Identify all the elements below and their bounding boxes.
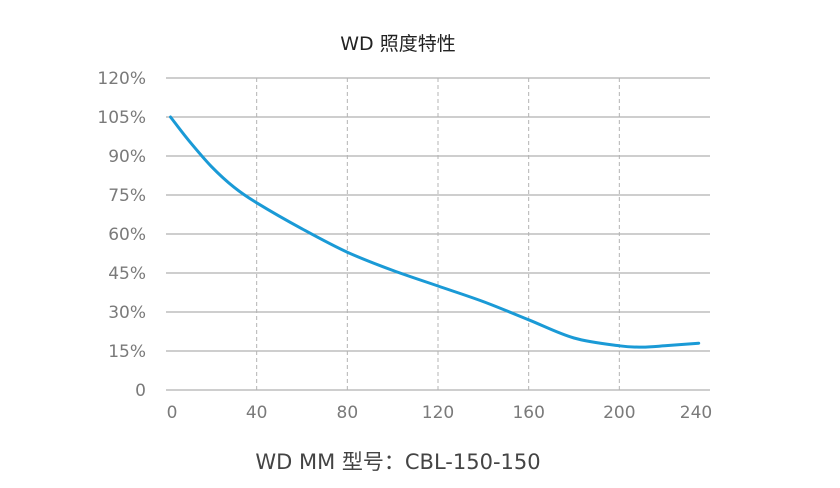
y-tick-label: 120% <box>97 69 146 89</box>
x-tick-label: 0 <box>167 403 178 423</box>
x-axis-label: WD MM 型号：CBL-150-150 <box>255 450 540 474</box>
chart-title: WD 照度特性 <box>340 33 455 55</box>
y-tick-label: 30% <box>108 303 146 323</box>
y-tick-label: 60% <box>108 225 146 245</box>
y-tick-label: 90% <box>108 147 146 167</box>
y-tick-label: 15% <box>108 342 146 362</box>
x-tick-label: 200 <box>603 403 635 423</box>
y-tick-label: 105% <box>97 108 146 128</box>
y-tick-label: 45% <box>108 264 146 284</box>
x-tick-label: 80 <box>337 403 359 423</box>
series-layer <box>169 115 701 349</box>
x-tick-label: 40 <box>246 403 268 423</box>
x-tick-label: 160 <box>512 403 544 423</box>
series-line <box>169 115 701 349</box>
axes: 0 15% 30% 45% 60% 75% 90% 105% 120% 0 40 80 120 160 20… <box>97 69 712 423</box>
y-tick-label: 75% <box>108 186 146 206</box>
grid <box>166 77 710 391</box>
y-tick-label: 0 <box>135 381 146 401</box>
x-tick-label: 240 <box>680 403 712 423</box>
x-tick-label: 120 <box>422 403 454 423</box>
